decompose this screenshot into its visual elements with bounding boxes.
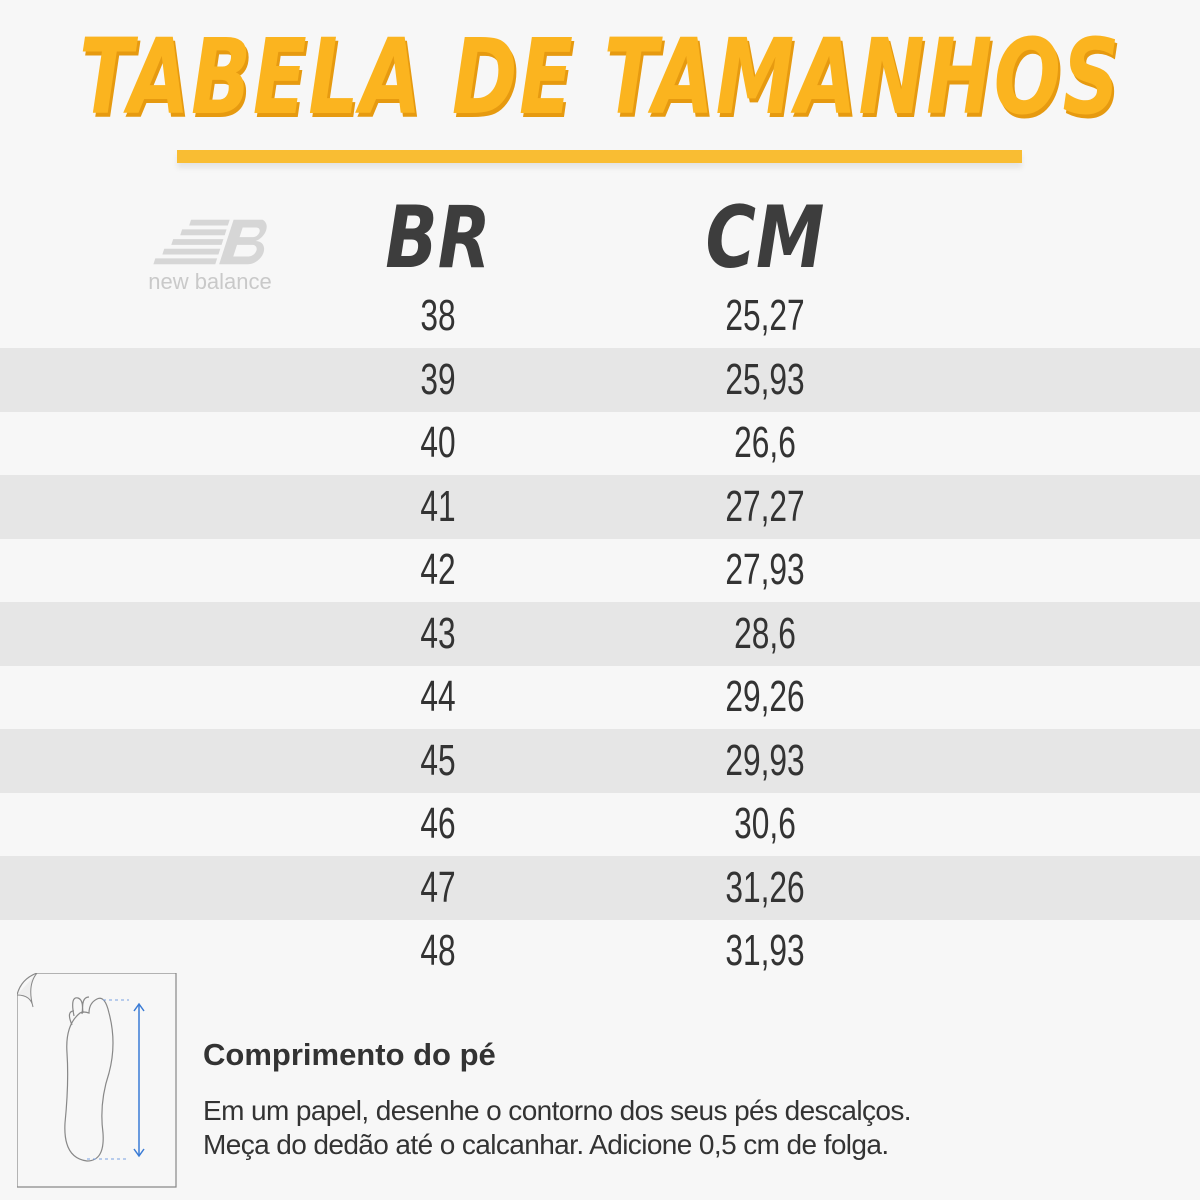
cell-cm: 31,26 — [725, 862, 805, 912]
table-row: 45 29,93 — [0, 728, 1200, 793]
new-balance-logo-icon — [153, 219, 267, 265]
table-row: 39 25,93 — [0, 347, 1200, 412]
cell-cm: 28,6 — [734, 608, 796, 658]
table-row: 43 28,6 — [0, 601, 1200, 666]
howto-line-2: Meça do dedão até o calcanhar. Adicione … — [203, 1129, 889, 1160]
howto-instructions: Em um papel, desenhe o contorno dos seus… — [203, 1094, 912, 1162]
cell-br: 45 — [420, 735, 456, 785]
cell-cm: 27,93 — [725, 545, 805, 594]
paper-foot-illustration — [16, 972, 177, 1188]
cell-cm: 29,93 — [725, 735, 805, 785]
brand-logo: new balance — [135, 212, 285, 296]
title-underline — [177, 150, 1022, 163]
cell-cm: 31,93 — [725, 926, 805, 975]
table-row: 40 26,6 — [0, 411, 1200, 475]
column-header-cm: CM — [705, 188, 825, 288]
table-row: 38 25,27 — [0, 284, 1200, 348]
brand-name: new balance — [148, 269, 272, 294]
cell-br: 48 — [420, 926, 456, 975]
table-row: 47 31,26 — [0, 855, 1200, 920]
cell-br: 46 — [420, 799, 456, 848]
table-row: 44 29,26 — [0, 665, 1200, 729]
cell-br: 44 — [420, 672, 456, 721]
column-header-br: BR — [385, 188, 491, 288]
foot-measure-icon — [16, 972, 177, 1188]
howto-line-1: Em um papel, desenhe o contorno dos seus… — [203, 1095, 912, 1126]
cell-cm: 29,26 — [725, 672, 805, 721]
cell-cm: 26,6 — [734, 418, 796, 467]
cell-br: 39 — [420, 354, 456, 404]
page-title: TABELA DE TAMANHOS — [79, 16, 1121, 138]
cell-br: 47 — [420, 862, 456, 912]
table-row: 48 31,93 — [0, 919, 1200, 983]
cell-br: 38 — [420, 291, 456, 340]
cell-cm: 30,6 — [734, 799, 796, 848]
cell-br: 43 — [420, 608, 456, 658]
cell-br: 41 — [420, 481, 456, 531]
table-row: 46 30,6 — [0, 792, 1200, 856]
cell-br: 42 — [420, 545, 456, 594]
cell-cm: 25,93 — [725, 354, 805, 404]
howto-title: Comprimento do pé — [203, 1037, 496, 1072]
cell-cm: 27,27 — [725, 481, 805, 531]
table-row: 41 27,27 — [0, 474, 1200, 539]
table-row: 42 27,93 — [0, 538, 1200, 602]
cell-cm: 25,27 — [725, 291, 805, 340]
cell-br: 40 — [420, 418, 456, 467]
